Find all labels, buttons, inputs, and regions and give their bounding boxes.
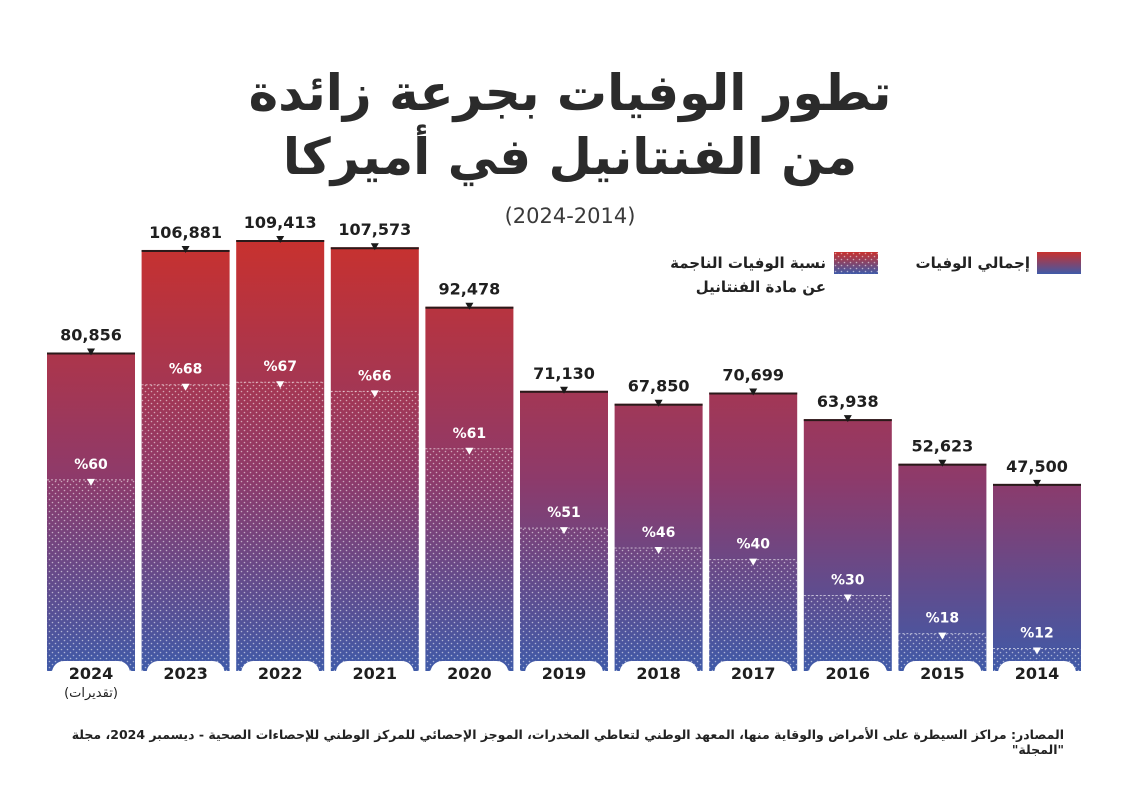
total-marker-2014 — [1033, 479, 1041, 487]
pct-label-2015: %18 — [926, 611, 960, 627]
pct-label-2016: %30 — [831, 572, 865, 588]
year-pill-2020 — [430, 661, 509, 685]
year-label-2020: 2020 — [447, 664, 492, 683]
pct-marker-2023 — [181, 383, 190, 391]
pct-label-2014: %12 — [1020, 626, 1054, 642]
total-marker-2019 — [560, 386, 568, 394]
total-marker-2018 — [654, 399, 663, 407]
total-label-2016: 63,938 — [817, 392, 879, 411]
chart-subtitle: (2024-2014) — [504, 204, 636, 228]
bar-fentanyl-2017 — [709, 559, 798, 671]
bar-fentanyl-2022 — [236, 382, 325, 671]
pct-marker-2021 — [370, 390, 379, 398]
bar-fentanyl-2018 — [614, 548, 703, 671]
total-label-2014: 47,500 — [1006, 457, 1068, 476]
total-label-2015: 52,623 — [912, 437, 974, 456]
total-marker-2021 — [370, 243, 379, 251]
year-pill-2023 — [146, 661, 225, 685]
year-label-2023: 2023 — [163, 664, 208, 683]
year-label-2014: 2014 — [1015, 664, 1060, 683]
year-pill-2018 — [619, 661, 698, 685]
year-pill-2017 — [714, 661, 793, 685]
year-label-2018: 2018 — [636, 664, 681, 683]
total-marker-2015 — [938, 459, 947, 467]
legend-label-total: إجمالي الوفيات — [915, 254, 1031, 272]
chart-title-line1: تطور الوفيات بجرعة زائدة — [248, 64, 892, 122]
total-label-2024: 80,856 — [60, 325, 122, 344]
year-label-2019: 2019 — [542, 664, 587, 683]
bar-fentanyl-2021 — [330, 391, 419, 671]
pct-label-2022: %67 — [263, 359, 297, 375]
year-note-2024: (تقديرات) — [64, 686, 118, 701]
bar-fentanyl-2023 — [141, 384, 230, 671]
total-marker-2016 — [843, 415, 852, 423]
total-marker-2024 — [87, 348, 95, 356]
pct-label-2024: %60 — [74, 457, 108, 473]
pct-label-2017: %40 — [736, 537, 770, 553]
total-label-2017: 70,699 — [722, 366, 784, 385]
total-marker-2020 — [465, 302, 474, 310]
pct-marker-2018 — [654, 547, 663, 555]
total-marker-2023 — [181, 245, 190, 253]
bar-fentanyl-2020 — [425, 448, 514, 671]
bar-fentanyl-2024 — [47, 479, 135, 671]
year-pill-2021 — [335, 661, 414, 685]
pct-label-2021: %66 — [358, 368, 392, 384]
total-label-2019: 71,130 — [533, 364, 595, 383]
bar-fentanyl-2016 — [803, 595, 892, 671]
legend-swatch-fentanyl — [834, 252, 878, 274]
legend-label-fentanyl-line1: نسبة الوفيات الناجمة — [670, 254, 826, 272]
year-pill-2014 — [998, 661, 1076, 685]
year-label-2017: 2017 — [731, 664, 776, 683]
pct-marker-2014 — [1033, 647, 1041, 655]
year-pill-2015 — [903, 661, 982, 685]
total-label-2020: 92,478 — [439, 280, 501, 299]
bar-fentanyl-2019 — [520, 528, 608, 671]
pct-marker-2024 — [87, 478, 95, 486]
pct-label-2019: %51 — [547, 505, 581, 521]
total-marker-2017 — [749, 388, 758, 396]
year-pill-2016 — [808, 661, 887, 685]
year-label-2015: 2015 — [920, 664, 965, 683]
pct-label-2018: %46 — [642, 525, 676, 541]
year-pill-2019 — [525, 661, 603, 685]
pct-marker-2015 — [938, 632, 947, 640]
total-label-2018: 67,850 — [628, 377, 690, 396]
pct-marker-2019 — [560, 527, 568, 535]
year-pill-2024 — [52, 661, 130, 685]
year-pill-2022 — [241, 661, 320, 685]
total-label-2021: 107,573 — [338, 220, 411, 239]
year-label-2022: 2022 — [258, 664, 303, 683]
year-label-2021: 2021 — [353, 664, 398, 683]
year-label-2016: 2016 — [826, 664, 871, 683]
chart-title-line2: من الفنتانيل في أميركا — [282, 128, 858, 186]
pct-marker-2020 — [465, 447, 474, 455]
total-label-2023: 106,881 — [149, 223, 222, 242]
pct-marker-2017 — [749, 558, 758, 566]
year-label-2024: 2024 — [69, 664, 114, 683]
legend-swatch-total — [1037, 252, 1081, 274]
sources-note: المصادر: مراكز السيطرة على الأمراض والوق… — [71, 727, 1064, 757]
total-marker-2022 — [276, 236, 285, 243]
legend-label-fentanyl-line2: عن مادة الفنتانيل — [695, 278, 826, 296]
pct-label-2020: %61 — [453, 426, 487, 442]
pct-label-2023: %68 — [169, 362, 203, 378]
bar-total-2014 — [993, 483, 1081, 671]
total-label-2022: 109,413 — [244, 213, 317, 232]
pct-marker-2022 — [276, 381, 285, 389]
pct-marker-2016 — [843, 594, 852, 602]
